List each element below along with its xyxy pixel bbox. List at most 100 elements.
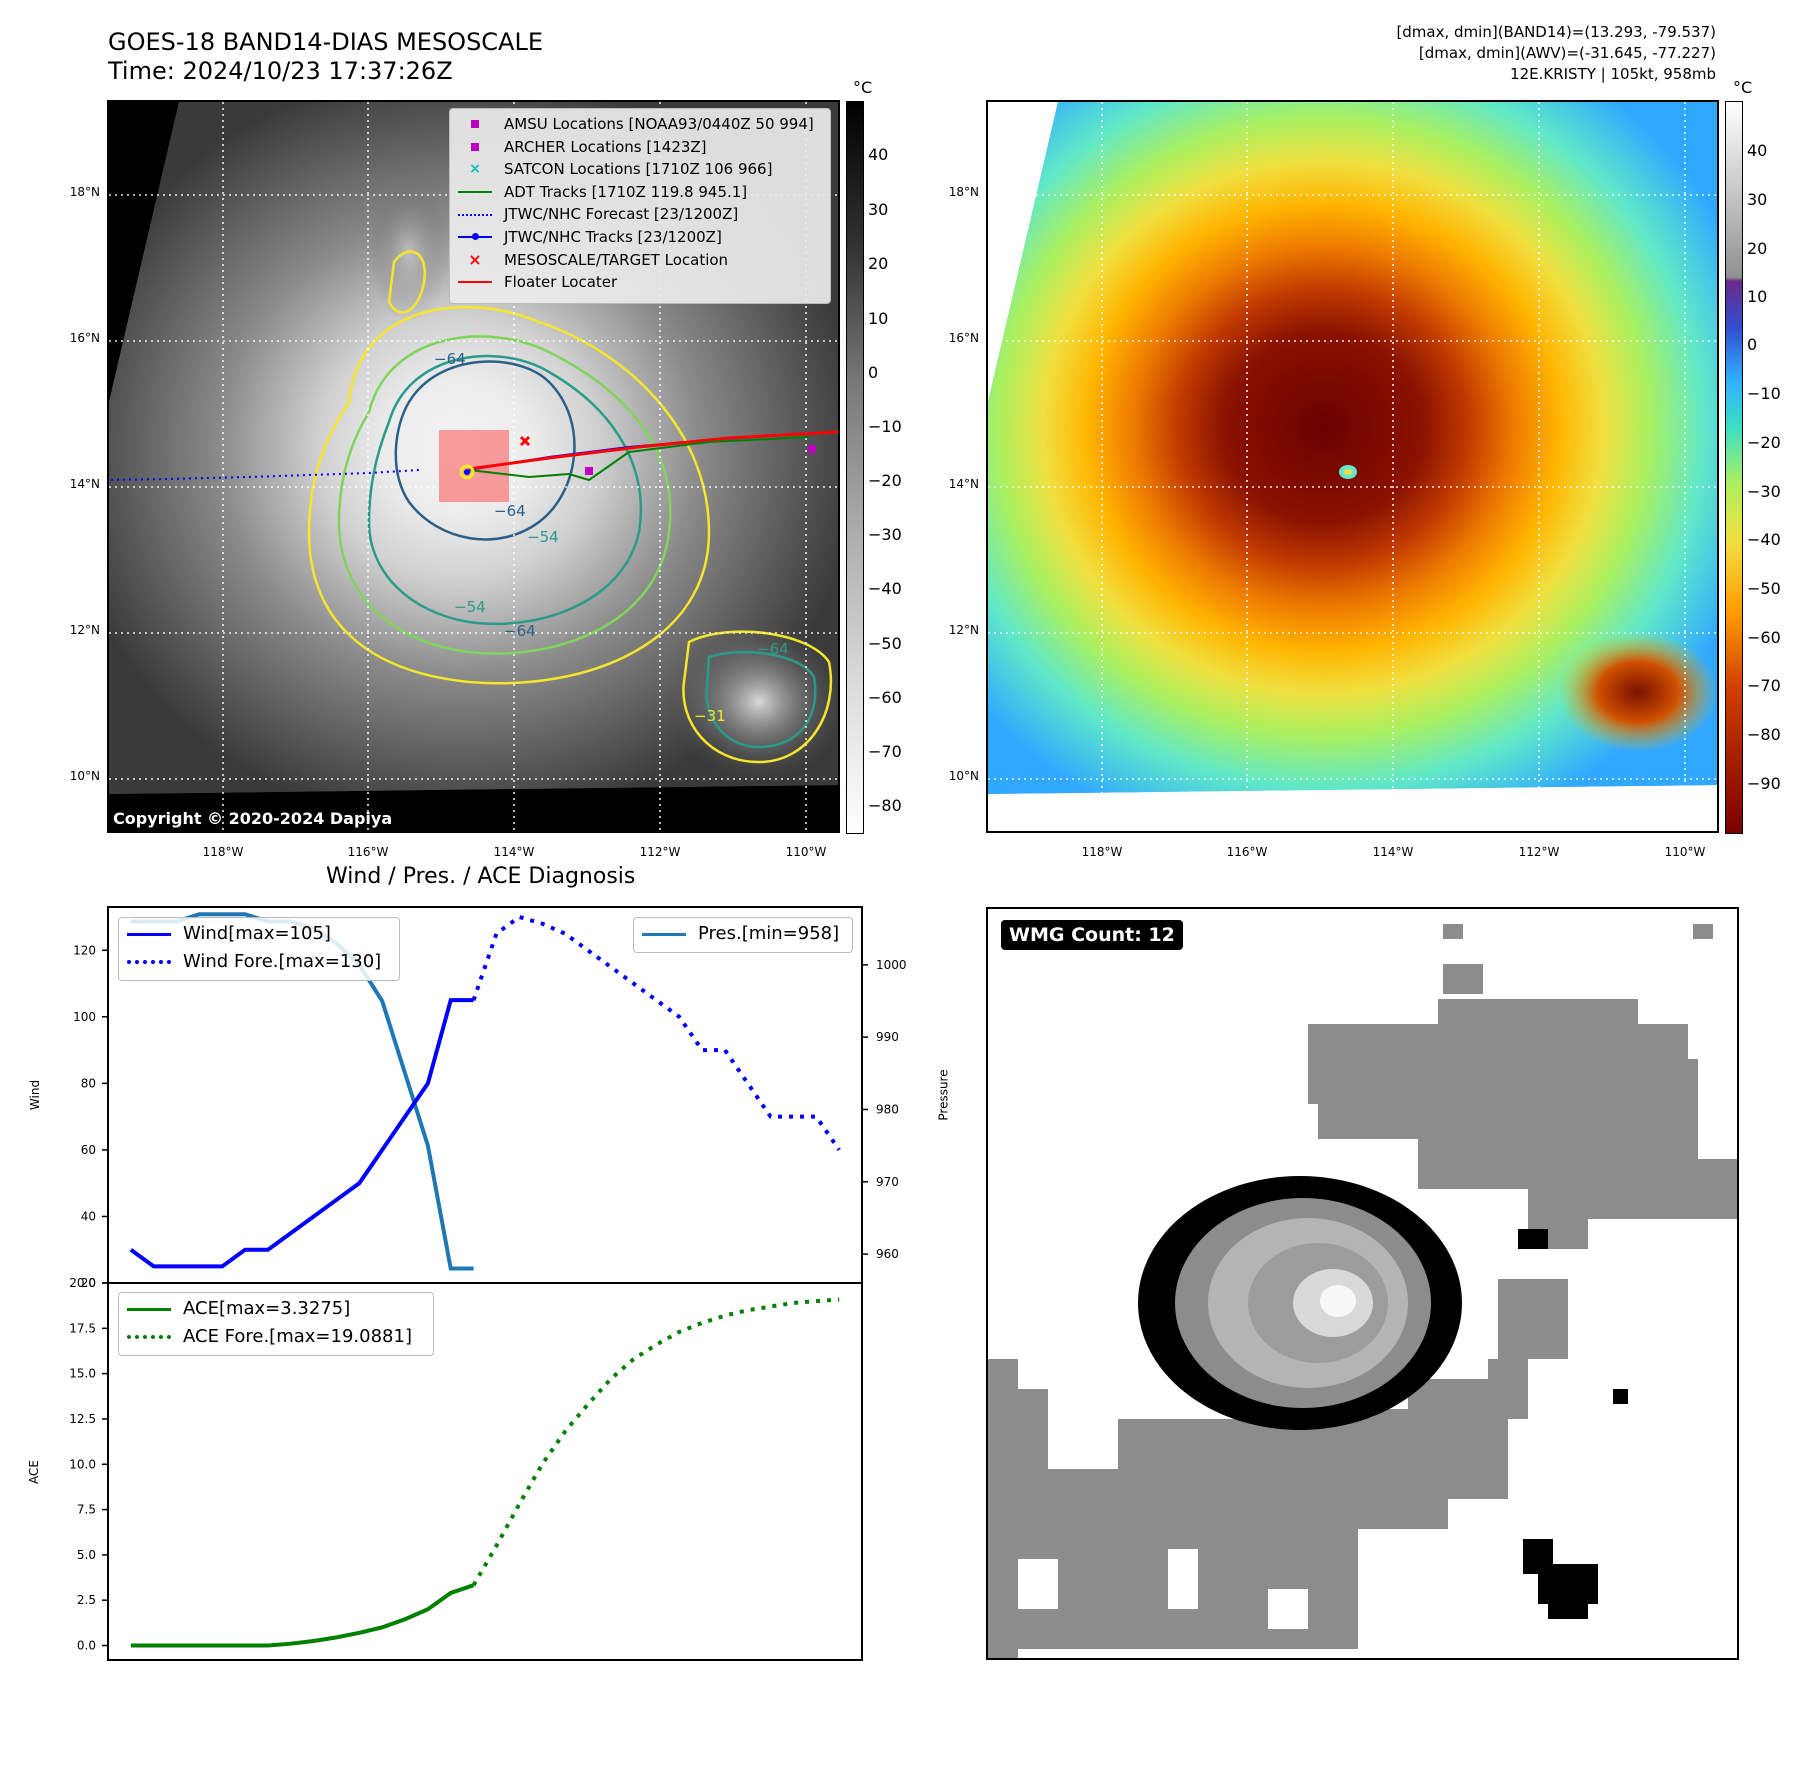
legend-label: ARCHER Locations [1423Z]	[504, 137, 707, 156]
colorbar-tick-label: 40	[1747, 141, 1768, 160]
colorbar-tick-label: −20	[1747, 433, 1781, 452]
legend-item: ARCHER Locations [1423Z]	[458, 136, 822, 159]
legend-label: Pres.[min=958]	[698, 923, 840, 944]
wmg-panel: WMG Count: 12	[986, 907, 1739, 1660]
line-icon	[127, 932, 171, 936]
colorbar-tick-label: −60	[1747, 628, 1781, 647]
lon-tick-label: 112°W	[639, 845, 681, 859]
x-icon: ×	[468, 249, 482, 269]
pres-legend: Pres.[min=958]	[633, 917, 853, 953]
pressure-tick-label: 960	[876, 1247, 899, 1261]
ace-tick-label: 10.0	[69, 1457, 96, 1471]
ace-series-line	[130, 1583, 475, 1648]
legend-item: JTWC/NHC Tracks [23/1200Z]	[458, 226, 822, 249]
pressure-tick-label: 1000	[876, 958, 907, 972]
legend-label: Wind[max=105]	[183, 923, 331, 944]
diag-title: Wind / Pres. / ACE Diagnosis	[326, 864, 636, 889]
ace-legend: ACE[max=3.3275] ACE Fore.[max=19.0881]	[118, 1292, 434, 1356]
contour-label: −31	[694, 707, 726, 725]
legend-label: JTWC/NHC Forecast [23/1200Z]	[504, 205, 739, 224]
legend-item: Pres.[min=958]	[642, 920, 844, 948]
colorbar-tick-label: 20	[1747, 239, 1768, 258]
legend-item: ACE Fore.[max=19.0881]	[127, 1323, 425, 1351]
lon-tick-label: 114°W	[1372, 845, 1414, 859]
ir-colorbar-unit: °C	[853, 78, 873, 97]
awv-map-panel	[986, 100, 1719, 833]
contour-label: −64	[757, 640, 789, 658]
ace-forecast-series-line	[471, 1297, 840, 1587]
wind-series-line	[129, 998, 474, 1269]
pres-ylabel: Pressure	[936, 1069, 951, 1121]
awv-colorbar	[1725, 101, 1743, 834]
legend-label: Floater Locater	[504, 273, 618, 292]
pressure-tick-label: 990	[876, 1030, 899, 1044]
legend-label: JTWC/NHC Tracks [23/1200Z]	[504, 227, 722, 246]
line-icon	[458, 185, 492, 199]
line-dot-icon	[458, 230, 492, 244]
ace-tick-label: 15.0	[69, 1367, 96, 1381]
legend-label: Wind Fore.[max=130]	[183, 951, 382, 972]
ace-tick-label: 2.5	[77, 1593, 96, 1607]
colorbar-tick-label: −10	[868, 417, 902, 436]
lon-tick-label: 114°W	[493, 845, 535, 859]
contour-label: −64	[434, 350, 466, 368]
lat-tick-label: 18°N	[948, 185, 979, 199]
colorbar-tick-label: −40	[868, 579, 902, 598]
ace-tick-label: 0.0	[77, 1639, 96, 1653]
x-icon: ×	[469, 161, 481, 178]
lon-tick-label: 118°W	[202, 845, 244, 859]
legend-item: AMSU Locations [NOAA93/0440Z 50 994]	[458, 113, 822, 136]
square-icon	[458, 117, 492, 131]
legend-item: JTWC/NHC Forecast [23/1200Z]	[458, 203, 822, 226]
wmg-image	[988, 924, 1737, 1658]
ace-ylabel: ACE	[26, 1460, 41, 1484]
ace-tick-label: 20.0	[69, 1276, 96, 1290]
lat-tick-label: 14°N	[69, 477, 100, 491]
wind-tick-label: 100	[73, 1010, 96, 1024]
lon-tick-label: 116°W	[347, 845, 389, 859]
legend-item: × MESOSCALE/TARGET Location	[458, 249, 822, 272]
colorbar-tick-label: −20	[868, 471, 902, 490]
colorbar-tick-label: −50	[1747, 579, 1781, 598]
colorbar-tick-label: 0	[1747, 335, 1758, 354]
lat-tick-label: 10°N	[69, 769, 100, 783]
wind-legend: Wind[max=105] Wind Fore.[max=130]	[118, 917, 400, 981]
pressure-tick-label: 970	[876, 1175, 899, 1189]
colorbar-tick-label: −90	[1747, 774, 1781, 793]
legend-item: × SATCON Locations [1710Z 106 966]	[458, 158, 822, 181]
contour-label: −64	[494, 502, 526, 520]
colorbar-tick-label: −30	[1747, 482, 1781, 501]
legend-item: ACE[max=3.3275]	[127, 1295, 425, 1323]
lon-tick-label: 118°W	[1081, 845, 1123, 859]
ace-tick-label: 7.5	[77, 1503, 96, 1517]
lat-tick-label: 14°N	[948, 477, 979, 491]
copyright-text: Copyright © 2020-2024 Dapiya	[113, 809, 393, 828]
line-icon	[127, 1307, 171, 1311]
legend-item: Wind[max=105]	[127, 920, 391, 948]
line-icon	[642, 932, 686, 936]
title-line-2: Time: 2024/10/23 17:37:26Z	[108, 57, 453, 85]
lon-tick-label: 110°W	[785, 845, 827, 859]
wind-ylabel: Wind	[28, 1079, 43, 1111]
diag-chart: 120 100 80 60 40 20 1000 990 980 970 960 20.0 17.5 15…	[69, 906, 907, 1661]
wind-forecast-series-line	[471, 914, 841, 1152]
ir-colorbar	[846, 101, 864, 834]
lat-tick-label: 16°N	[948, 331, 979, 345]
lon-tick-label: 116°W	[1226, 845, 1268, 859]
dotted-line-icon	[458, 208, 492, 222]
lat-tick-label: 18°N	[69, 185, 100, 199]
line-icon	[458, 275, 492, 289]
colorbar-tick-label: 40	[868, 145, 889, 164]
legend-label: ACE Fore.[max=19.0881]	[183, 1326, 412, 1347]
wind-tick-label: 60	[81, 1143, 96, 1157]
colorbar-tick-label: 10	[1747, 287, 1768, 306]
colorbar-tick-label: −60	[868, 688, 902, 707]
colorbar-tick-label: −80	[1747, 725, 1781, 744]
square-icon	[458, 140, 492, 154]
legend-item: Floater Locater	[458, 271, 822, 294]
colorbar-tick-label: 10	[868, 309, 889, 328]
wind-tick-label: 120	[73, 943, 96, 957]
lat-tick-label: 12°N	[69, 623, 100, 637]
colorbar-tick-label: −30	[868, 525, 902, 544]
wind-tick-label: 40	[81, 1209, 96, 1223]
